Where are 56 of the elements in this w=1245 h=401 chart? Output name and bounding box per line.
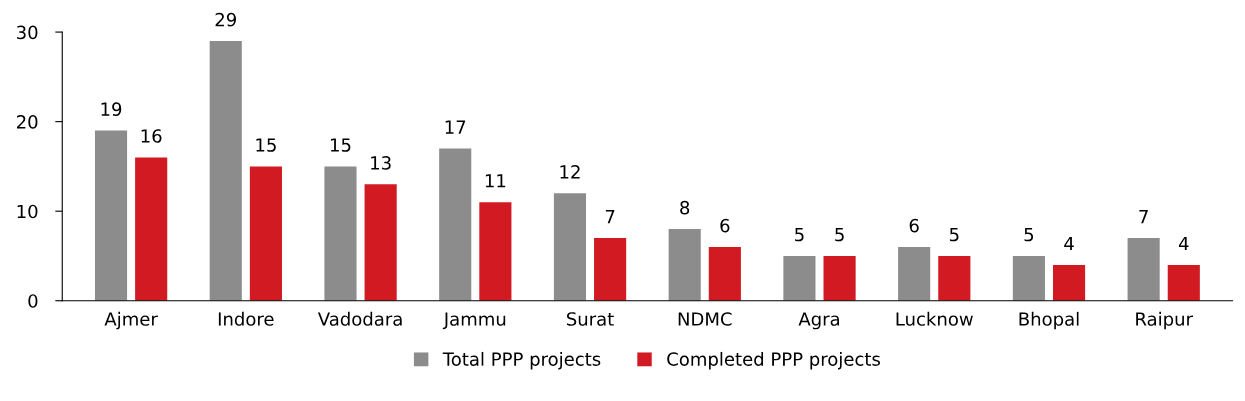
data-label: 13 [371, 156, 391, 170]
x-tick-label: Jammu [442, 312, 506, 330]
data-label: 15 [330, 138, 351, 152]
data-label: 7 [1139, 210, 1148, 224]
bar [1052, 264, 1086, 301]
bar [1012, 255, 1045, 301]
data-label: 16 [141, 129, 162, 143]
bar [594, 238, 627, 301]
data-label: 5 [795, 227, 804, 242]
data-label: 7 [605, 210, 615, 224]
y-tick-label: 0 [28, 294, 38, 308]
bar [553, 193, 587, 301]
x-tick-label: Raipur [1136, 311, 1193, 330]
x-tick-label: Surat [566, 312, 614, 326]
bar [135, 157, 168, 301]
bar [479, 202, 512, 301]
data-label: 4 [1178, 236, 1189, 251]
bar [938, 255, 971, 301]
y-tick-label: 20 [16, 115, 38, 129]
data-label: 6 [909, 218, 919, 233]
data-label: 5 [949, 227, 959, 242]
bar [783, 255, 816, 301]
data-label: 4 [1064, 236, 1074, 251]
bar [249, 166, 282, 301]
bar [324, 166, 357, 301]
bar [898, 247, 931, 301]
x-tick-label: Indore [218, 311, 274, 326]
bar [1127, 238, 1160, 301]
bar [823, 255, 856, 301]
x-tick-label: Ajmer [104, 311, 158, 330]
data-label: 29 [215, 12, 236, 27]
bar [209, 41, 242, 301]
legend-label: Total PPP projects [442, 351, 601, 370]
x-tick-label: Lucknow [896, 311, 973, 326]
data-label: 11 [485, 174, 506, 188]
bar [708, 247, 741, 301]
x-tick-label: Bhopal [1019, 311, 1079, 330]
data-label: 15 [256, 138, 276, 152]
data-label: 19 [101, 102, 122, 116]
data-label: 5 [835, 227, 844, 242]
data-label: 8 [680, 200, 690, 215]
y-tick-label: 10 [17, 204, 38, 219]
bar [364, 184, 397, 301]
x-tick-label: Vadodara [317, 311, 402, 326]
bar [94, 130, 128, 301]
bar [668, 229, 701, 301]
data-label: 5 [1024, 227, 1034, 242]
bar [439, 148, 472, 301]
data-label: 6 [720, 218, 730, 233]
data-label: 17 [445, 120, 466, 134]
data-label: 12 [560, 165, 580, 179]
x-tick-label: NDMC [678, 312, 732, 326]
bar [1167, 264, 1200, 301]
legend-label: Completed PPP projects [667, 351, 880, 370]
y-tick-label: 30 [17, 25, 38, 40]
x-tick-label: Agra [798, 312, 840, 330]
